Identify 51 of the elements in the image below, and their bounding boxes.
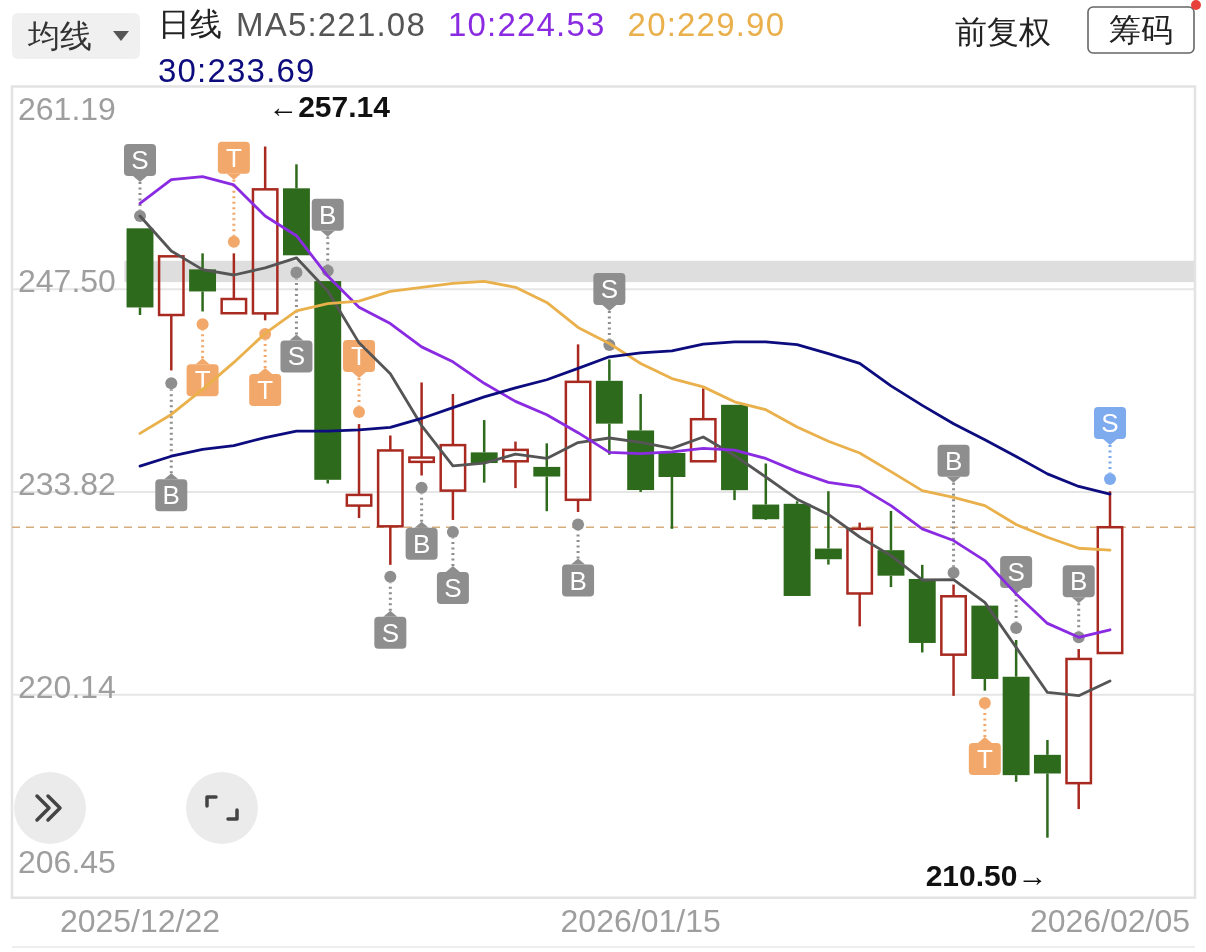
signal-label: B (155, 389, 188, 512)
signal-label: S (280, 278, 313, 373)
signal-label: T (186, 330, 219, 397)
data-label: B (944, 445, 963, 476)
y-tick-label: 206.45 (18, 843, 116, 880)
data-label: T (257, 374, 274, 405)
legend-item: 10:224.53 (447, 5, 606, 43)
signal-label: S (593, 273, 626, 340)
data-label: B (162, 480, 180, 511)
data-label: S (1101, 407, 1119, 438)
y-tick-label: 261.19 (18, 90, 116, 127)
legend-item: 20:229.90 (627, 5, 786, 43)
signal-label: B (937, 444, 970, 567)
data-label: T (976, 743, 993, 774)
data-label: S (1007, 556, 1025, 587)
y-tick-label: 220.14 (18, 668, 116, 705)
signal-label: S (436, 537, 469, 604)
x-tick-label: 2026/01/15 (560, 903, 721, 939)
extreme-label: 210.50→ (925, 859, 1048, 893)
data-label: S (381, 617, 399, 648)
data-label: T (225, 142, 242, 173)
data-label: B (569, 565, 587, 596)
signal-label: B (562, 530, 595, 597)
control-label: 均线 (28, 18, 92, 54)
title: 日线 (158, 6, 222, 42)
data-label: B (412, 528, 431, 559)
signal-label: B (405, 493, 438, 560)
signal-label: S (374, 582, 407, 649)
data-label: S (444, 572, 462, 603)
signal-label: T (217, 141, 250, 236)
data-label: T (194, 365, 211, 396)
y-tick-label: 233.82 (18, 466, 116, 503)
control-label: 筹码 (1109, 12, 1173, 48)
data-label: S (131, 145, 149, 176)
signal-label: T (249, 340, 282, 406)
signal-label: B (1062, 565, 1095, 632)
signal-label: S (124, 144, 156, 210)
legend-item: MA5:221.08 (236, 5, 426, 43)
data-label: B (1070, 566, 1088, 597)
legend-item: 30:233.69 (158, 51, 316, 89)
data-label: S (600, 274, 619, 305)
extreme-label: ←257.14 (268, 90, 390, 123)
control-label: 前复权 (955, 14, 1051, 50)
data-label: B (319, 199, 337, 230)
data-label: S (287, 341, 306, 372)
signal-label: B (311, 198, 344, 265)
x-tick-label: 2025/12/22 (59, 903, 221, 939)
signal-label: S (1094, 406, 1126, 473)
x-tick-label: 2026/02/05 (1029, 903, 1191, 939)
y-tick-label: 247.50 (18, 263, 116, 300)
signal-label: T (968, 709, 1001, 775)
